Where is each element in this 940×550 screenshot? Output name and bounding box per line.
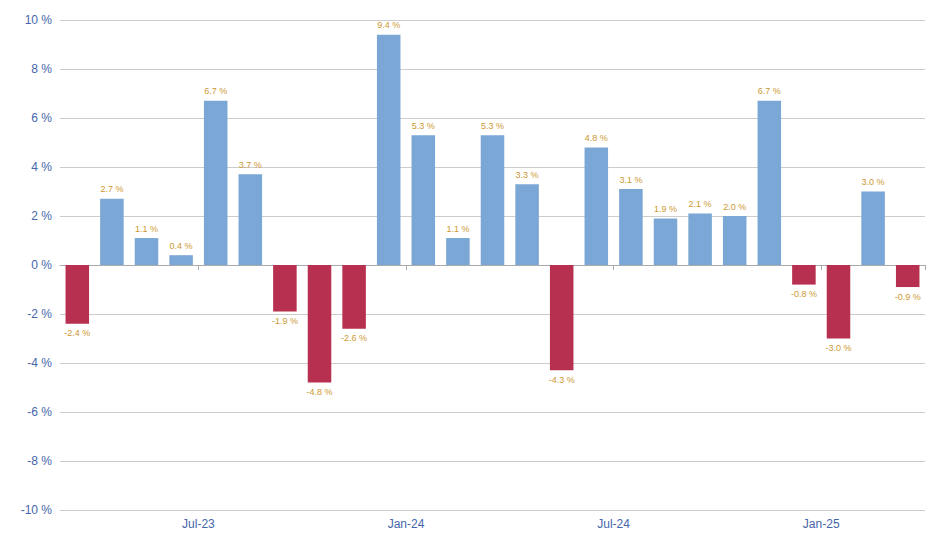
svg-text:-4.8 %: -4.8 % [306,387,332,397]
svg-text:0.4 %: 0.4 % [170,241,193,251]
svg-text:-3.0 %: -3.0 % [825,343,851,353]
svg-text:-2.6 %: -2.6 % [341,333,367,343]
svg-text:-6 %: -6 % [27,405,52,419]
svg-text:-4.3 %: -4.3 % [549,375,575,385]
svg-text:1.9 %: 1.9 % [654,204,677,214]
svg-text:1.1 %: 1.1 % [446,224,469,234]
svg-text:3.3 %: 3.3 % [516,170,539,180]
svg-text:6 %: 6 % [31,111,52,125]
svg-text:-8 %: -8 % [27,454,52,468]
svg-text:3.0 %: 3.0 % [862,177,885,187]
svg-text:8 %: 8 % [31,62,52,76]
svg-text:3.7 %: 3.7 % [239,160,262,170]
svg-text:-1.9 %: -1.9 % [272,316,298,326]
svg-text:3.1 %: 3.1 % [619,175,642,185]
svg-text:0 %: 0 % [31,258,52,272]
svg-text:-2.4 %: -2.4 % [64,328,90,338]
svg-text:9.4 %: 9.4 % [377,20,400,30]
svg-text:2.7 %: 2.7 % [100,184,123,194]
svg-text:6.7 %: 6.7 % [204,86,227,96]
svg-text:Jul-23: Jul-23 [182,517,215,531]
svg-text:10 %: 10 % [25,13,53,27]
svg-text:-0.8 %: -0.8 % [791,289,817,299]
svg-text:5.3 %: 5.3 % [412,121,435,131]
svg-text:Jan-24: Jan-24 [388,517,425,531]
svg-text:2.1 %: 2.1 % [689,199,712,209]
svg-text:4.8 %: 4.8 % [585,133,608,143]
svg-text:Jul-24: Jul-24 [597,517,630,531]
svg-text:-0.9 %: -0.9 % [895,292,921,302]
svg-text:Jan-25: Jan-25 [803,517,840,531]
svg-text:-2 %: -2 % [27,307,52,321]
svg-text:5.3 %: 5.3 % [481,121,504,131]
svg-text:6.7 %: 6.7 % [758,86,781,96]
svg-text:-10 %: -10 % [21,503,53,517]
svg-text:1.1 %: 1.1 % [135,224,158,234]
svg-text:-4 %: -4 % [27,356,52,370]
svg-text:2 %: 2 % [31,209,52,223]
svg-text:4 %: 4 % [31,160,52,174]
svg-text:2.0 %: 2.0 % [723,202,746,212]
